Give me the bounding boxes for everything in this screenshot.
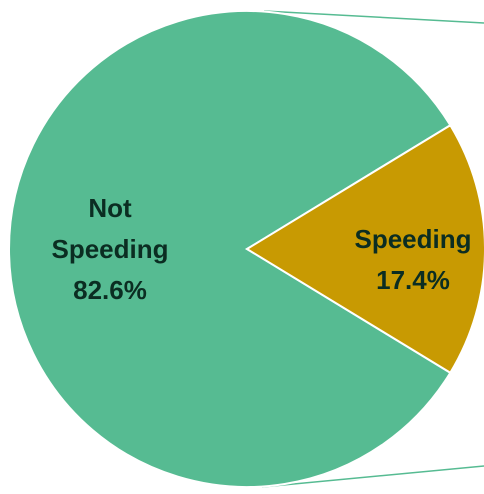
slice-value-label: 82.6%	[73, 275, 147, 305]
slice-category-label: Speeding	[51, 234, 168, 264]
pie-slices	[8, 10, 484, 488]
slice-category-label: Not	[88, 193, 132, 223]
slice-labels: Not Speeding 82.6% Speeding 17.4%	[51, 193, 471, 305]
connector-line-top	[263, 10, 484, 24]
slice-value-label: 17.4%	[376, 265, 450, 295]
slice-label-not-speeding: Not Speeding 82.6%	[51, 193, 168, 305]
slice-label-speeding: Speeding 17.4%	[354, 224, 471, 295]
slice-category-label: Speeding	[354, 224, 471, 254]
pie-slice-not-speeding	[8, 10, 452, 488]
pie-slice-speeding	[245, 123, 484, 375]
connector-line-bottom	[261, 465, 484, 488]
connector-lines	[261, 10, 484, 488]
